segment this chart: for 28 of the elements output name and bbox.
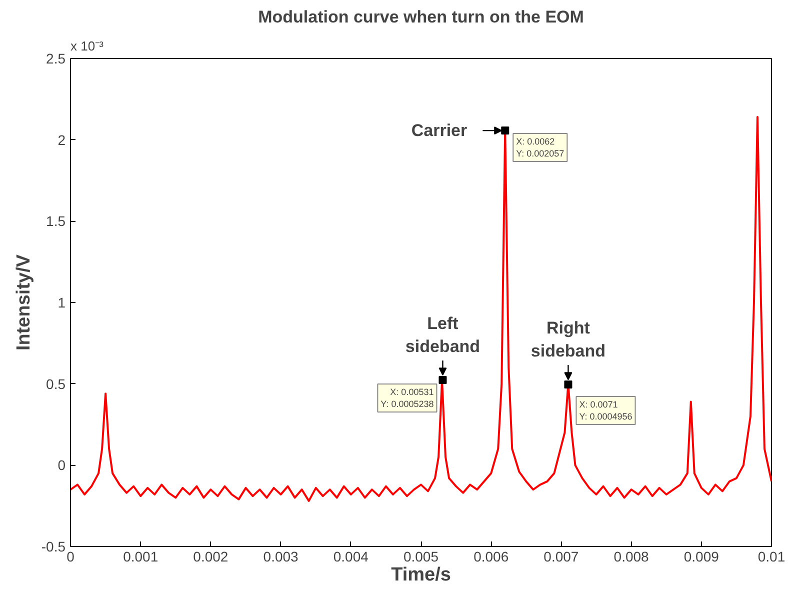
annotation: Left sideband [405, 314, 480, 356]
y-tick-label: 2 [58, 132, 66, 148]
x-tick-label: 0.001 [123, 548, 158, 564]
x-tick-label: 0.008 [614, 548, 650, 564]
y-tick-label: -0.5 [41, 538, 66, 554]
y-tick-label: 2.5 [46, 50, 66, 66]
chart-title: Modulation curve when turn on the EOM [258, 8, 584, 26]
x-tick-label: 0.005 [403, 548, 439, 564]
y-axis-title: Intensity/V [13, 254, 34, 351]
y-tick-label: 1.5 [46, 213, 66, 230]
annotation: X: 0.0062 Y: 0.002057 [516, 136, 564, 159]
annotation: X: 0.0071 Y: 0.0004956 [579, 400, 632, 422]
annotation: Carrier [411, 121, 468, 140]
x-tick-label: 0.009 [684, 548, 720, 564]
x-axis-title: Time/s [391, 564, 451, 586]
x-tick-label: 0.004 [333, 548, 369, 564]
x-tick-label: 0.003 [263, 548, 299, 564]
line-series [70, 116, 772, 502]
y-tick-label: 0.5 [46, 376, 66, 392]
y-tick-label: 1 [58, 294, 66, 310]
x-tick-label: 0.01 [758, 548, 786, 564]
y-tick-label: 0 [58, 457, 66, 474]
text: x 10⁻³ [70, 38, 104, 54]
x-tick-label: 0.002 [193, 548, 228, 564]
x-tick-label: 0.007 [544, 548, 579, 564]
annotation: X: 0.00531 Y: 0.0005238 [380, 386, 434, 409]
annotation: Right sideband [530, 318, 606, 361]
x-tick-label: 0.006 [474, 548, 509, 564]
